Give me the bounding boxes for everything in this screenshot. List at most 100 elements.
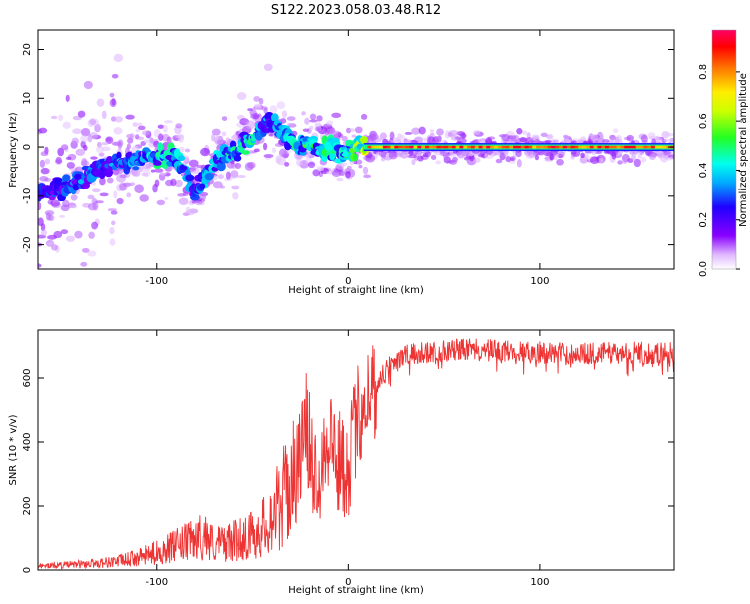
heatmap-cell (125, 114, 135, 120)
heatmap-cell (617, 160, 623, 165)
heatmap-cell (87, 134, 93, 143)
heatmap-cell (620, 145, 625, 149)
heatmap-cell (549, 151, 559, 155)
heatmap-cell (316, 165, 325, 172)
x-tick-label: 100 (530, 577, 549, 588)
heatmap-cell (516, 145, 522, 149)
heatmap-cell (612, 145, 618, 149)
heatmap-cell (284, 162, 290, 167)
heatmap-cell (111, 220, 116, 226)
heatmap-cell (411, 159, 416, 166)
heatmap-cell (99, 177, 106, 186)
heatmap-cell (175, 123, 183, 129)
heatmap-cell (459, 133, 467, 139)
heatmap-cell (89, 118, 97, 126)
heatmap-cell (278, 148, 288, 158)
heatmap-cell (411, 127, 421, 135)
heatmap-cell (258, 97, 264, 105)
heatmap-cell (150, 169, 156, 173)
heatmap-cell (664, 157, 674, 161)
heatmap-cell (436, 145, 441, 149)
heatmap-cell (635, 145, 641, 149)
heatmap-cell (307, 161, 316, 169)
heatmap-cell (304, 117, 310, 125)
heatmap-cell (631, 153, 636, 161)
heatmap-cell (626, 134, 634, 142)
heatmap-cell (77, 110, 86, 118)
heatmap-cell (90, 156, 98, 160)
heatmap-cell (456, 150, 466, 159)
heatmap-cell (624, 145, 629, 149)
heatmap-cell (83, 80, 93, 90)
heatmap-cell (81, 247, 90, 253)
heatmap-cell (245, 120, 256, 129)
heatmap-cell (360, 113, 368, 120)
spectrogram-ylabel: Frequency (Hz) (8, 112, 19, 188)
heatmap-cell (549, 153, 554, 161)
heatmap-cell (346, 165, 352, 171)
heatmap-cell (90, 182, 97, 186)
heatmap-cell (522, 130, 527, 135)
heatmap-cell (429, 129, 435, 133)
heatmap-cell (69, 205, 78, 209)
heatmap-cell (263, 107, 268, 115)
heatmap-cell (141, 130, 150, 136)
heatmap-cell (83, 144, 88, 151)
heatmap-cell (448, 129, 459, 137)
heatmap-cell (154, 168, 164, 173)
heatmap-cell (589, 145, 595, 149)
heatmap-cell (309, 119, 318, 123)
heatmap-cell (561, 138, 571, 144)
heatmap-cell (88, 231, 95, 239)
heatmap-cell (443, 151, 449, 161)
heatmap-cell (663, 138, 670, 143)
heatmap-cell (137, 122, 143, 127)
heatmap-cell (371, 145, 376, 149)
heatmap-cell (378, 145, 384, 149)
heatmap-cell (603, 150, 610, 154)
y-tick-label: -20 (22, 236, 33, 252)
heatmap-cell (139, 194, 149, 202)
heatmap-cell (662, 145, 667, 149)
heatmap-cell (532, 145, 537, 149)
colorbar-label: Normalized spectral amplitude (738, 73, 749, 227)
heatmap-cell (413, 145, 418, 149)
heatmap-cell (62, 121, 71, 129)
snr-xlabel: Height of straight line (km) (288, 585, 424, 596)
colorbar-gradient (712, 30, 736, 269)
heatmap-cell (516, 128, 523, 135)
heatmap-cell (640, 134, 648, 143)
heatmap-cell (543, 145, 549, 149)
heatmap-cell (182, 192, 189, 196)
snr-line (38, 338, 674, 570)
heatmap-cell (95, 146, 105, 154)
heatmap-cell (81, 157, 88, 167)
heatmap-cell (428, 145, 434, 149)
heatmap-cell (534, 154, 540, 161)
heatmap-cell (191, 199, 197, 204)
heatmap-cell (95, 200, 104, 204)
heatmap-cell (555, 145, 560, 149)
heatmap-cell (510, 157, 515, 162)
heatmap-cell (53, 230, 63, 239)
heatmap-cell (528, 145, 533, 149)
heatmap-cell (421, 137, 428, 141)
heatmap-cell (627, 158, 634, 164)
heatmap-cell (455, 145, 460, 149)
heatmap-cell (664, 132, 674, 137)
x-tick-label: -100 (145, 577, 168, 588)
heatmap-cell (74, 173, 83, 180)
spectrogram-xlabel: Height of straight line (km) (288, 285, 424, 296)
heatmap-cell (359, 136, 368, 144)
heatmap-cell (326, 120, 334, 126)
heatmap-cell (159, 172, 167, 176)
heatmap-cell (271, 147, 277, 154)
heatmap-cell (315, 126, 320, 132)
heatmap-cell (444, 145, 449, 149)
heatmap-cell (153, 160, 162, 166)
heatmap-cell (417, 155, 424, 162)
heatmap-cell (72, 128, 82, 135)
heatmap-cell (601, 145, 606, 149)
y-tick-label: 600 (22, 368, 33, 387)
